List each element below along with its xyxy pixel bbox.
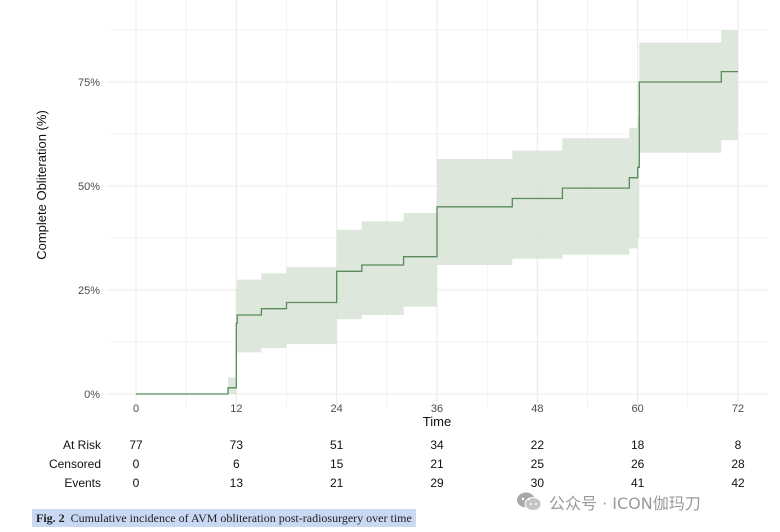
risk-value-events: 21 [330, 476, 344, 490]
risk-value-censored: 21 [430, 457, 444, 471]
risk-value-at-risk: 8 [735, 438, 742, 452]
risk-value-censored: 15 [330, 457, 344, 471]
risk-value-at-risk: 73 [230, 438, 244, 452]
risk-value-events: 13 [230, 476, 244, 490]
risk-value-events: 30 [531, 476, 545, 490]
x-tick-label: 36 [431, 403, 443, 415]
y-tick-label: 50% [78, 181, 100, 193]
wechat-icon [517, 492, 542, 511]
risk-value-events: 29 [430, 476, 444, 490]
risk-value-at-risk: 34 [430, 438, 444, 452]
x-tick-label: 24 [331, 403, 343, 415]
risk-value-at-risk: 22 [531, 438, 545, 452]
watermark-text: 公众号 · ICON伽玛刀 [549, 494, 701, 513]
figure-caption-text: Cumulative incidence of AVM obliteration… [70, 511, 412, 525]
risk-value-events: 42 [731, 476, 745, 490]
risk-value-events: 41 [631, 476, 645, 490]
watermark: 公众号 · ICON伽玛刀 [515, 488, 701, 516]
x-axis-title: Time [423, 414, 451, 429]
risk-value-events: 0 [133, 476, 140, 490]
risk-value-censored: 26 [631, 457, 645, 471]
risk-row-label-at-risk: At Risk [63, 438, 102, 452]
risk-value-at-risk: 51 [330, 438, 344, 452]
x-tick-label: 72 [732, 403, 744, 415]
risk-value-censored: 0 [133, 457, 140, 471]
risk-row-label-censored: Censored [49, 457, 101, 471]
risk-row-label-events: Events [64, 476, 101, 490]
risk-value-at-risk: 77 [129, 438, 143, 452]
risk-value-censored: 25 [531, 457, 545, 471]
figure-label: Fig. 2 [36, 511, 65, 525]
risk-value-censored: 28 [731, 457, 745, 471]
y-tick-label: 25% [78, 285, 100, 297]
x-tick-label: 0 [133, 403, 139, 415]
x-tick-label: 60 [632, 403, 644, 415]
y-tick-label: 0% [84, 389, 100, 401]
x-tick-label: 12 [230, 403, 242, 415]
y-axis-title: Complete Obliteration (%) [34, 110, 49, 260]
incidence-step-line [136, 70, 738, 395]
y-tick-label: 75% [78, 77, 100, 89]
risk-value-at-risk: 18 [631, 438, 645, 452]
x-tick-label: 48 [531, 403, 543, 415]
figure-caption: Fig. 2 Cumulative incidence of AVM oblite… [32, 509, 416, 527]
risk-value-censored: 6 [233, 457, 240, 471]
